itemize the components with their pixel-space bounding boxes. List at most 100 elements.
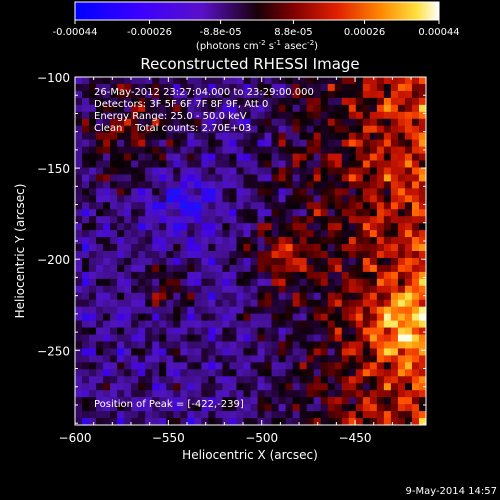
heatmap-cell bbox=[138, 125, 146, 134]
heatmap-cell bbox=[75, 160, 83, 169]
heatmap-cell bbox=[355, 278, 364, 287]
heatmap-cell bbox=[264, 167, 273, 176]
heatmap-cell bbox=[103, 77, 111, 85]
heatmap-cell bbox=[383, 251, 392, 259]
heatmap-cell bbox=[159, 404, 167, 412]
heatmap-cell bbox=[250, 369, 259, 377]
heatmap-cell bbox=[264, 125, 273, 134]
heatmap-cell bbox=[96, 188, 104, 196]
heatmap-cell bbox=[404, 397, 413, 405]
heatmap-cell bbox=[418, 104, 426, 113]
heatmap-cell bbox=[306, 390, 315, 398]
heatmap-cell bbox=[320, 271, 329, 280]
heatmap-cell bbox=[131, 181, 139, 189]
heatmap-cell bbox=[341, 320, 350, 329]
heatmap-cell bbox=[397, 244, 406, 252]
heatmap-cell bbox=[110, 264, 118, 273]
heatmap-cell bbox=[117, 188, 125, 196]
heatmap-cell bbox=[117, 202, 125, 210]
heatmap-cell bbox=[299, 77, 308, 85]
heatmap-cell bbox=[257, 202, 266, 210]
heatmap-cell bbox=[229, 153, 238, 162]
heatmap-cell bbox=[222, 348, 231, 356]
heatmap-cell bbox=[243, 355, 252, 363]
heatmap-cell bbox=[75, 146, 83, 155]
heatmap-cell bbox=[152, 97, 160, 106]
heatmap-cell bbox=[348, 223, 357, 231]
heatmap-cell bbox=[320, 230, 329, 238]
heatmap-cell bbox=[117, 209, 125, 217]
heatmap-cell bbox=[208, 390, 216, 398]
heatmap-cell bbox=[187, 125, 195, 134]
heatmap-cell bbox=[404, 223, 413, 231]
heatmap-cell bbox=[201, 195, 209, 203]
heatmap-cell bbox=[173, 104, 181, 113]
heatmap-cell bbox=[341, 244, 350, 252]
heatmap-cell bbox=[327, 257, 336, 266]
heatmap-cell bbox=[306, 341, 315, 350]
heatmap-cell bbox=[327, 181, 336, 189]
heatmap-cell bbox=[271, 160, 280, 169]
heatmap-cell bbox=[124, 167, 132, 176]
heatmap-cell bbox=[376, 313, 385, 322]
heatmap-cell bbox=[89, 97, 97, 106]
heatmap-cell bbox=[145, 230, 153, 238]
heatmap-cell bbox=[411, 341, 420, 350]
heatmap-cell bbox=[138, 216, 146, 224]
heatmap-cell bbox=[264, 251, 273, 259]
heatmap-cell bbox=[194, 327, 202, 336]
heatmap-cell bbox=[334, 327, 343, 336]
heatmap-cell bbox=[264, 77, 273, 85]
heatmap-cell bbox=[152, 132, 160, 141]
heatmap-cell bbox=[390, 257, 399, 266]
heatmap-cell bbox=[334, 355, 343, 363]
heatmap-cell bbox=[334, 334, 343, 343]
heatmap-cell bbox=[278, 306, 287, 315]
heatmap-cell bbox=[117, 153, 125, 162]
heatmap-cell bbox=[152, 90, 160, 99]
heatmap-cell bbox=[250, 257, 259, 266]
heatmap-cell bbox=[292, 83, 301, 92]
heatmap-cell bbox=[166, 104, 174, 113]
heatmap-cell bbox=[348, 348, 357, 356]
heatmap-cell bbox=[362, 90, 371, 99]
heatmap-cell bbox=[355, 383, 364, 391]
heatmap-cell bbox=[166, 181, 174, 189]
heatmap-cell bbox=[264, 418, 273, 425]
heatmap-cell bbox=[355, 181, 364, 189]
heatmap-cell bbox=[180, 383, 188, 391]
heatmap-cell bbox=[292, 111, 301, 120]
heatmap-cell bbox=[208, 118, 216, 127]
heatmap-cell bbox=[278, 146, 287, 155]
heatmap-cell bbox=[201, 369, 209, 377]
heatmap-cell bbox=[187, 292, 195, 301]
heatmap-cell bbox=[166, 292, 174, 301]
heatmap-cell bbox=[285, 251, 294, 259]
heatmap-cell bbox=[145, 348, 153, 356]
heatmap-cell bbox=[75, 181, 83, 189]
heatmap-cell bbox=[376, 202, 385, 210]
heatmap-cell bbox=[215, 181, 224, 189]
heatmap-cell bbox=[334, 292, 343, 301]
heatmap-cell bbox=[96, 111, 104, 120]
heatmap-cell bbox=[82, 118, 90, 127]
heatmap-cell bbox=[236, 327, 245, 336]
heatmap-cell bbox=[348, 181, 357, 189]
heatmap-cell bbox=[180, 97, 188, 106]
heatmap-cell bbox=[103, 285, 111, 294]
heatmap-cell bbox=[250, 209, 259, 217]
heatmap-cell bbox=[201, 271, 209, 280]
heatmap-cell bbox=[96, 341, 104, 350]
heatmap-cell bbox=[369, 376, 378, 384]
heatmap-cell bbox=[152, 104, 160, 113]
heatmap-cell bbox=[390, 244, 399, 252]
heatmap-cell bbox=[292, 139, 301, 148]
heatmap-cell bbox=[117, 383, 125, 391]
heatmap-cell bbox=[187, 244, 195, 252]
heatmap-cell bbox=[208, 376, 216, 384]
heatmap-cell bbox=[299, 285, 308, 294]
heatmap-cell bbox=[271, 111, 280, 120]
heatmap-cell bbox=[320, 362, 329, 370]
heatmap-cell bbox=[229, 111, 238, 120]
heatmap-cell bbox=[201, 306, 209, 315]
